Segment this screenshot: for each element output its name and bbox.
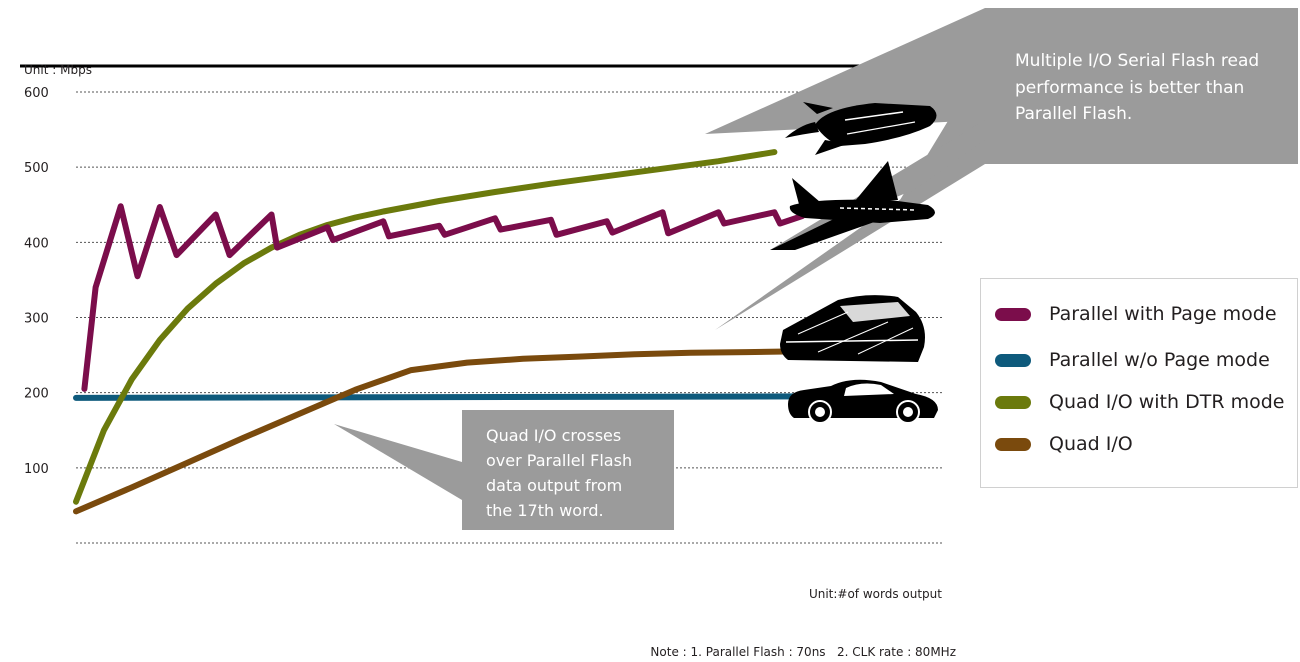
y-tick-label: 200 bbox=[24, 387, 49, 402]
legend-item-quad-dtr: Quad I/O with DTR mode bbox=[995, 387, 1284, 417]
x-axis-label: Unit:#of words output bbox=[809, 587, 942, 601]
legend-swatch bbox=[995, 395, 1031, 409]
y-tick-label: 600 bbox=[24, 86, 49, 101]
callout-wedge-rocket bbox=[705, 8, 985, 134]
series bbox=[73, 149, 806, 515]
callout-box-top-right bbox=[985, 8, 1298, 164]
train-icon bbox=[780, 295, 925, 362]
rocket-icon bbox=[785, 102, 937, 155]
legend-label: Quad I/O bbox=[1049, 433, 1133, 455]
legend-item-quad-io: Quad I/O bbox=[995, 429, 1133, 459]
callout-crossover-line-2: over Parallel Flash bbox=[486, 451, 632, 470]
y-tick-label: 500 bbox=[24, 161, 49, 176]
callout-top-right-line-3: Parallel Flash. bbox=[1015, 104, 1132, 124]
legend: Parallel with Page mode Parallel w/o Pag… bbox=[980, 278, 1298, 488]
series-line-1 bbox=[73, 393, 806, 401]
legend-swatch bbox=[995, 437, 1031, 451]
callout-crossover-line-1: Quad I/O crosses bbox=[486, 426, 621, 445]
callout-top-right-line-2: performance is better than bbox=[1015, 78, 1244, 98]
legend-item-parallel-page: Parallel with Page mode bbox=[995, 299, 1277, 329]
y-unit-label: Unit : Mbps bbox=[24, 63, 92, 77]
callout-box-crossover bbox=[462, 410, 674, 530]
legend-swatch bbox=[995, 353, 1031, 367]
series-line-3 bbox=[73, 348, 806, 515]
y-tick-label: 100 bbox=[24, 462, 49, 477]
callout-wedge-crossover bbox=[334, 424, 462, 500]
callout-crossover-line-4: the 17th word. bbox=[486, 501, 604, 520]
series-line-0 bbox=[81, 203, 806, 392]
callout-top-right-line-1: Multiple I/O Serial Flash read bbox=[1015, 51, 1259, 71]
footnote: Note : 1. Parallel Flash : 70ns 2. CLK r… bbox=[650, 645, 956, 659]
y-tick-labels: 100 200 300 400 500 600 bbox=[24, 86, 49, 477]
legend-label: Quad I/O with DTR mode bbox=[1049, 391, 1285, 413]
y-tick-label: 400 bbox=[24, 236, 49, 251]
airplane-icon bbox=[770, 161, 935, 250]
car-icon bbox=[788, 379, 938, 424]
callout-wedge-train bbox=[715, 140, 985, 330]
y-tick-label: 300 bbox=[24, 312, 49, 327]
callout-crossover-line-3: data output from bbox=[486, 476, 622, 495]
legend-item-parallel-no-page: Parallel w/o Page mode bbox=[995, 345, 1270, 375]
legend-label: Parallel with Page mode bbox=[1049, 303, 1277, 325]
legend-label: Parallel w/o Page mode bbox=[1049, 349, 1270, 371]
legend-swatch bbox=[995, 307, 1031, 321]
